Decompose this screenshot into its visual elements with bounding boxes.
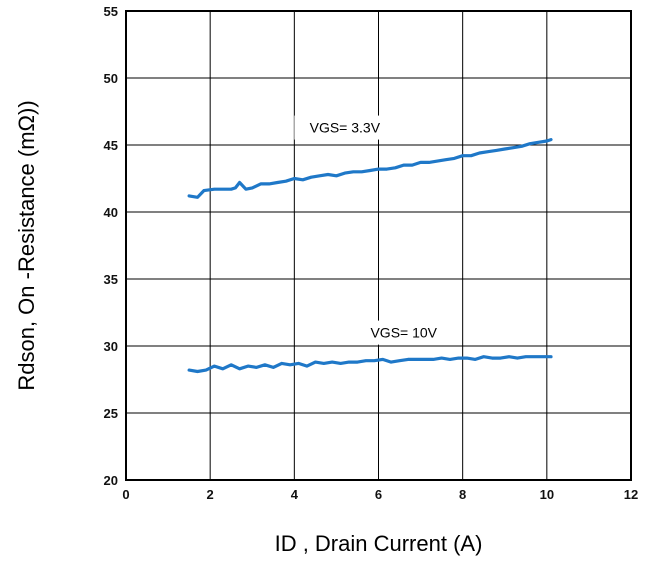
x-tick-label: 2	[207, 487, 214, 502]
annotation-label: VGS= 10V	[370, 325, 437, 341]
grid	[126, 11, 631, 480]
y-tick-label: 55	[104, 4, 118, 19]
y-tick-label: 20	[104, 473, 118, 488]
annotations: VGS= 3.3V VGS= 10V	[294, 115, 450, 345]
plot-frame	[125, 10, 632, 481]
x-tick-label: 4	[291, 487, 299, 502]
x-axis-label: ID , Drain Current (A)	[275, 531, 483, 556]
x-tick-label: 0	[122, 487, 129, 502]
tick-labels: 20 25 30 35 40 45 50 55 0 2 4 6 8 10 12	[104, 4, 639, 502]
y-tick-label: 45	[104, 138, 118, 153]
series-line-2	[187, 355, 553, 374]
y-tick-label: 50	[104, 71, 118, 86]
x-tick-label: 6	[375, 487, 382, 502]
y-tick-label: 35	[104, 272, 118, 287]
annotation-box	[357, 320, 450, 345]
series-line-1	[187, 138, 553, 199]
annotation-label: VGS= 3.3V	[310, 120, 381, 136]
y-tick-label: 25	[104, 406, 118, 421]
annotation-box	[294, 115, 396, 140]
y-axis-label: Rdson, On -Resistance (mΩ))	[14, 100, 39, 390]
x-tick-label: 10	[540, 487, 554, 502]
y-tick-label: 40	[104, 205, 118, 220]
x-tick-label: 8	[459, 487, 466, 502]
series-layer	[187, 138, 553, 374]
x-tick-label: 12	[624, 487, 638, 502]
y-tick-label: 30	[104, 339, 118, 354]
